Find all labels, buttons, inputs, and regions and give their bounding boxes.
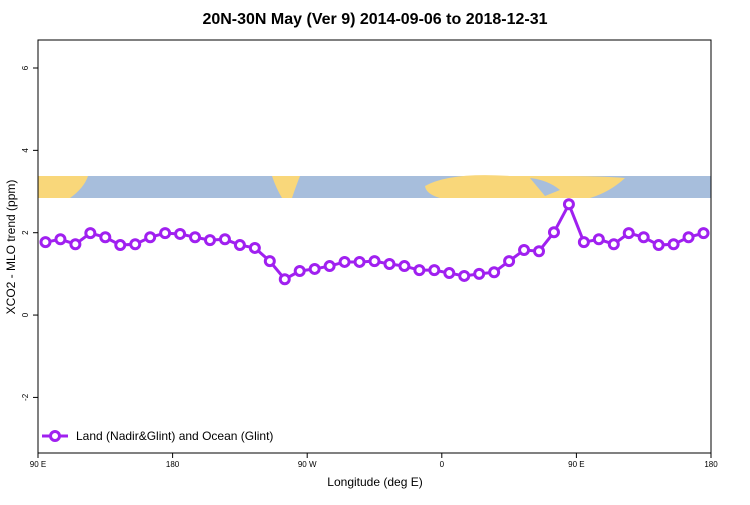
point: [562, 198, 575, 211]
legend: Land (Nadir&Glint) and Ocean (Glint): [42, 429, 273, 443]
point: [398, 260, 411, 273]
point: [488, 266, 501, 279]
x-axis-label: Longitude (deg E): [327, 475, 422, 489]
point: [114, 239, 127, 252]
chart-title: 20N-30N May (Ver 9) 2014-09-06 to 2018-1…: [202, 11, 547, 28]
point: [622, 227, 635, 240]
point: [428, 264, 441, 277]
point: [353, 255, 366, 268]
point: [443, 267, 456, 280]
point: [338, 255, 351, 268]
x-tick-label: 180: [166, 460, 180, 469]
point: [308, 262, 321, 275]
y-tick-label: 4: [21, 148, 30, 153]
point: [263, 255, 276, 268]
point: [547, 226, 560, 239]
plot-frame: [37, 39, 712, 454]
point: [607, 238, 620, 251]
legend-marker: [49, 430, 61, 442]
point: [39, 236, 52, 249]
point: [248, 241, 261, 254]
point: [533, 245, 546, 258]
point: [99, 231, 112, 244]
point: [652, 239, 665, 252]
point: [218, 233, 231, 246]
series-line: [45, 200, 704, 282]
x-tick-label: 90 E: [30, 460, 46, 469]
point: [667, 238, 680, 251]
point: [144, 231, 157, 244]
point: [368, 255, 381, 268]
y-tick-label: -2: [21, 393, 30, 401]
point: [174, 227, 187, 240]
y-tick-label: 0: [21, 312, 30, 317]
point: [592, 233, 605, 246]
point: [637, 231, 650, 244]
point: [503, 255, 516, 268]
y-axis-label: XCO2 - MLO trend (ppm): [4, 180, 18, 315]
point: [682, 231, 695, 244]
point: [293, 265, 306, 277]
x-tick-label: 90 W: [298, 460, 317, 469]
point: [518, 244, 531, 256]
point: [473, 267, 486, 280]
map-strip: [38, 175, 711, 198]
point: [159, 227, 172, 240]
point: [84, 227, 97, 240]
point: [278, 273, 291, 286]
point: [697, 227, 710, 240]
legend-label: Land (Nadir&Glint) and Ocean (Glint): [76, 429, 273, 443]
point: [233, 239, 246, 252]
point: [54, 233, 67, 246]
x-tick-label: 90 E: [568, 460, 584, 469]
point: [69, 238, 82, 251]
point: [323, 260, 336, 273]
point: [413, 264, 426, 277]
x-tick-label: 0: [440, 460, 445, 469]
point: [189, 231, 202, 244]
point: [203, 234, 216, 247]
point: [577, 236, 590, 249]
y-tick-label: 6: [21, 65, 30, 70]
point: [458, 269, 471, 282]
point: [129, 238, 142, 251]
y-tick-label: 2: [21, 230, 30, 235]
x-tick-label: 180: [704, 460, 718, 469]
point: [383, 258, 396, 270]
